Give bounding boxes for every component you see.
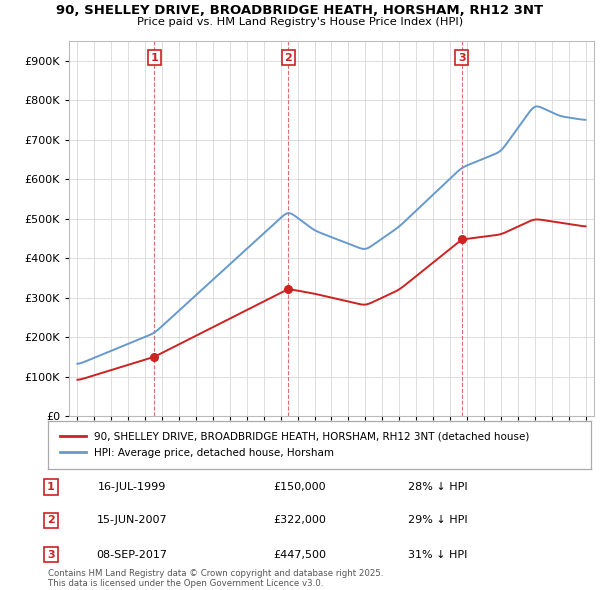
Legend: 90, SHELLEY DRIVE, BROADBRIDGE HEATH, HORSHAM, RH12 3NT (detached house), HPI: A: 90, SHELLEY DRIVE, BROADBRIDGE HEATH, HO…: [56, 428, 534, 462]
Text: £447,500: £447,500: [274, 550, 326, 559]
Text: Contains HM Land Registry data © Crown copyright and database right 2025.
This d: Contains HM Land Registry data © Crown c…: [48, 569, 383, 588]
Text: 31% ↓ HPI: 31% ↓ HPI: [409, 550, 467, 559]
Text: £150,000: £150,000: [274, 482, 326, 491]
Text: 2: 2: [284, 53, 292, 63]
Text: 1: 1: [151, 53, 158, 63]
Text: 08-SEP-2017: 08-SEP-2017: [97, 550, 167, 559]
Text: 90, SHELLEY DRIVE, BROADBRIDGE HEATH, HORSHAM, RH12 3NT: 90, SHELLEY DRIVE, BROADBRIDGE HEATH, HO…: [56, 4, 544, 17]
Text: 29% ↓ HPI: 29% ↓ HPI: [408, 516, 468, 525]
Text: 2: 2: [47, 516, 55, 525]
Text: 15-JUN-2007: 15-JUN-2007: [97, 516, 167, 525]
Text: 3: 3: [458, 53, 466, 63]
Text: 3: 3: [47, 550, 55, 559]
Text: 28% ↓ HPI: 28% ↓ HPI: [408, 482, 468, 491]
Text: £322,000: £322,000: [274, 516, 326, 525]
Text: Price paid vs. HM Land Registry's House Price Index (HPI): Price paid vs. HM Land Registry's House …: [137, 17, 463, 27]
Text: 16-JUL-1999: 16-JUL-1999: [98, 482, 166, 491]
Text: 1: 1: [47, 482, 55, 491]
